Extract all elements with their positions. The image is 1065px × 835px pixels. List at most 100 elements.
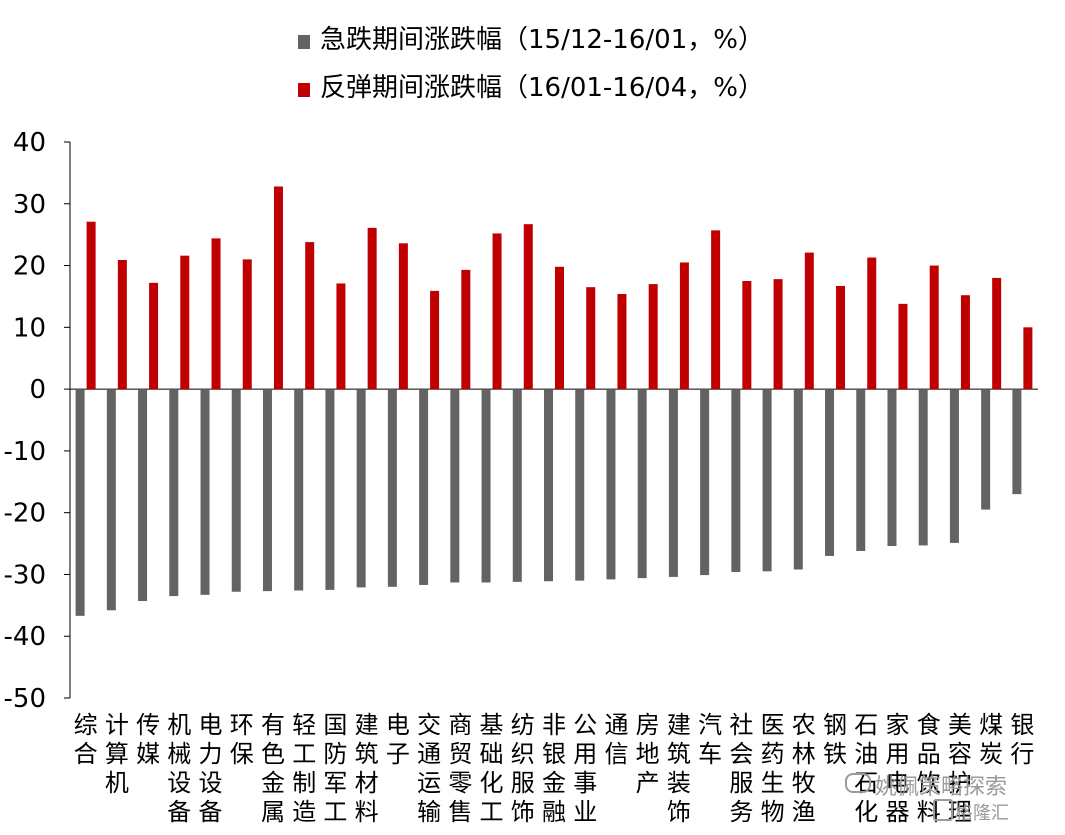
y-tick-label: -20 [4, 499, 46, 529]
bar-rebound [149, 282, 159, 390]
category-label: 家用电器 [885, 711, 909, 826]
y-tick-label: -30 [4, 560, 46, 590]
bar-fall [231, 389, 241, 592]
y-tick-label: -10 [4, 437, 46, 467]
category-label: 房地产 [636, 711, 660, 797]
category-label: 通信 [604, 711, 628, 768]
bar-fall [1012, 389, 1022, 495]
bar-rebound [305, 242, 315, 390]
bar-rebound [586, 287, 596, 390]
bar-fall [138, 389, 148, 602]
category-label: 电力设备 [199, 711, 223, 826]
y-tick-label: 0 [29, 375, 46, 405]
category-label: 商贸零售 [448, 711, 472, 826]
bar-rebound [617, 293, 627, 390]
bar-rebound [679, 262, 689, 390]
bar-rebound [867, 257, 877, 390]
category-label: 社会服务 [729, 711, 753, 826]
bar-rebound [523, 224, 533, 390]
category-label: 农林牧渔 [792, 711, 816, 826]
bar-fall [637, 389, 647, 579]
bar-fall [856, 389, 866, 551]
category-label: 公用事业 [573, 711, 597, 826]
bar-fall [75, 389, 85, 616]
bar-fall [200, 389, 210, 595]
category-label: 环保 [230, 711, 254, 768]
bar-fall [949, 389, 959, 543]
bar-fall [762, 389, 772, 572]
bar-fall [481, 389, 491, 583]
bar-rebound [804, 252, 814, 390]
category-label: 建筑装饰 [667, 711, 691, 826]
bar-fall [606, 389, 616, 580]
legend-swatch [298, 83, 310, 97]
bar-rebound [492, 233, 502, 390]
bar-rebound [86, 221, 96, 390]
bar-rebound [929, 265, 939, 390]
y-tick-label: -50 [4, 684, 46, 714]
bar-fall [825, 389, 835, 556]
bar-fall [387, 389, 397, 587]
category-label: 有色金属 [261, 711, 285, 826]
category-label: 钢铁 [823, 711, 847, 768]
bar-rebound [992, 277, 1002, 390]
bar-fall [419, 389, 429, 585]
bar-fall [731, 389, 741, 572]
bar-rebound [836, 285, 846, 390]
bar-fall [169, 389, 179, 597]
bar-fall [325, 389, 335, 590]
bar-rebound [211, 238, 221, 390]
category-label: 煤炭 [979, 711, 1003, 768]
bar-rebound [648, 284, 658, 390]
bar-rebound [555, 266, 564, 390]
bar-rebound [773, 279, 783, 390]
bar-rebound [180, 255, 190, 390]
bar-rebound [242, 259, 252, 390]
legend: 急跌期间涨跌幅（15/12-16/01，%） 反弹期间涨跌幅（16/01-16/0… [298, 25, 764, 103]
watermark: 姚佩策略探索 格隆汇 [805, 769, 1055, 829]
bar-fall [918, 389, 928, 546]
bar-rebound [117, 259, 127, 390]
category-label: 综合 [74, 711, 98, 768]
watermark-wechat-account: 姚佩策略探索 [875, 775, 1008, 800]
bar-fall [887, 389, 897, 547]
category-label: 医药生物 [761, 711, 785, 826]
bar-fall [262, 389, 272, 592]
category-label: 美容护理 [948, 711, 972, 826]
category-label: 计算机 [105, 711, 129, 797]
y-tick-label: 10 [13, 313, 46, 343]
wechat-icon [845, 773, 871, 793]
gelonghui-logo-icon [933, 799, 953, 821]
bar-fall [512, 389, 522, 582]
category-label: 建筑材料 [355, 711, 379, 826]
y-tick-label: 20 [13, 252, 46, 282]
legend-label: 急跌期间涨跌幅（15/12-16/01，%） [320, 25, 764, 55]
category-label: 国防军工 [323, 711, 347, 826]
bar-rebound [398, 243, 408, 390]
legend-label: 反弹期间涨跌幅（16/01-16/04，%） [320, 73, 764, 103]
category-label: 汽车 [698, 711, 722, 768]
bar-rebound [711, 230, 721, 390]
bar-fall [981, 389, 991, 510]
bar-rebound [1023, 327, 1033, 390]
bar-rebound [898, 303, 908, 390]
bar-rebound [336, 283, 346, 390]
category-label: 银行 [1010, 711, 1034, 768]
series-rebound-bars [86, 186, 1033, 390]
category-label: 基础化工 [480, 711, 504, 826]
bar-rebound [742, 281, 752, 390]
bar-fall [668, 389, 678, 577]
bar-fall [700, 389, 710, 576]
bar-fall [106, 389, 116, 611]
category-label: 轻工制造 [292, 711, 316, 826]
category-label: 电子 [386, 711, 410, 768]
bar-fall [356, 389, 366, 588]
bar-rebound [273, 186, 283, 390]
bar-rebound [430, 290, 440, 390]
watermark-brand: 格隆汇 [955, 803, 1009, 824]
category-label: 纺织服饰 [511, 711, 535, 826]
y-tick-label: -40 [4, 622, 46, 652]
axes: 40 30 20 10 0 -10 -20 -30 -40 -50 [4, 128, 1038, 714]
bar-fall [450, 389, 460, 583]
